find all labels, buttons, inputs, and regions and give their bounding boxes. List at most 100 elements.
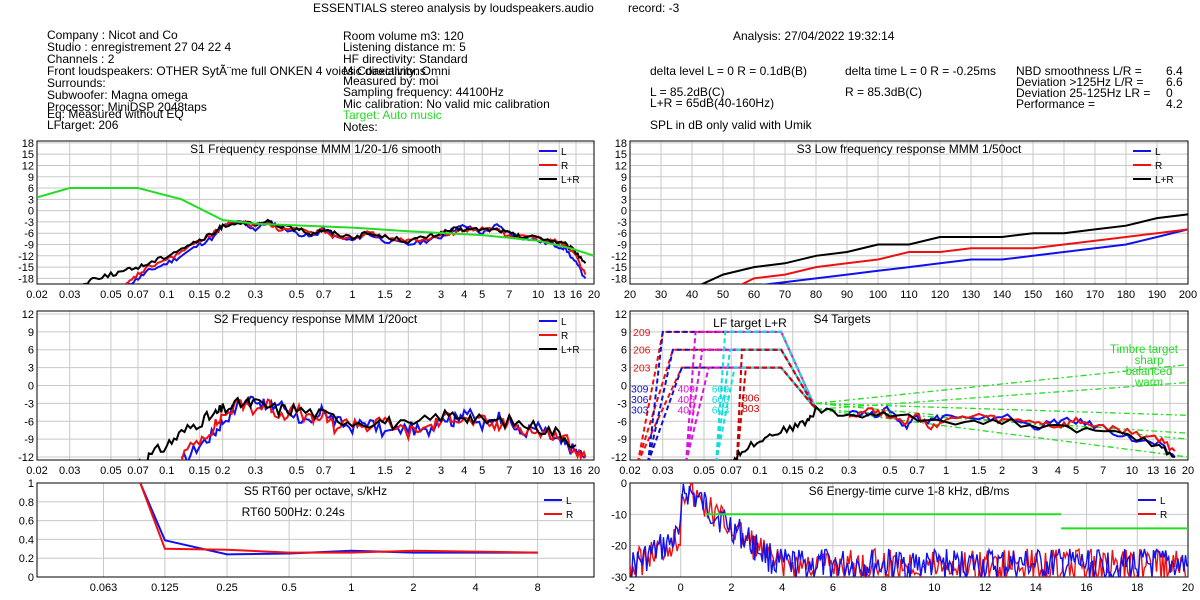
s1-legend-label: L (561, 147, 567, 158)
s2-plot-area (138, 395, 587, 460)
info-room-volume: Room volume m3: 120 (343, 29, 464, 43)
s2-x-tick-label: 0.5 (289, 465, 304, 477)
metric-dev25-value: 0 (1166, 86, 1173, 100)
s3-y-tick-label: 6 (621, 183, 627, 195)
info-lftarget: LFtarget: 206 (47, 118, 119, 132)
info-processor: Processor: MiniDSP 2048taps (47, 100, 207, 114)
info-subwoofer: Subwoofer: Magna omega (47, 88, 188, 102)
s2-legend-label: L (561, 317, 567, 328)
s5-annotation: RT60 500Hz: 0.24s (242, 505, 345, 519)
s6-y-tick-label: -10 (611, 509, 627, 521)
s3-x-tick-label: 130 (962, 289, 980, 301)
metric-dev125-value: 6.6 (1166, 75, 1183, 89)
s2-x-tick-label: 1 (349, 465, 355, 477)
s3-y-tick-label: -9 (617, 239, 627, 251)
s2-x-tick-label: 0.05 (100, 465, 121, 477)
s2-x-tick-label: 4 (461, 465, 467, 477)
s3-y-tick-label: -6 (617, 228, 627, 240)
s1-x-tick-label: 10 (532, 289, 544, 301)
s4-lf-label: 203 (633, 363, 651, 375)
s2-y-tick-label: -6 (24, 416, 34, 428)
s1-x-tick-label: 0.2 (215, 289, 230, 301)
s6-x-tick-label: 12 (979, 582, 991, 594)
s4-series-r (848, 407, 1176, 452)
s3-x-tick-label: 60 (748, 289, 760, 301)
info-company: Company : Nicot and Co (47, 28, 178, 42)
s2-x-tick-label: 7 (506, 465, 512, 477)
s4-lf-label: 603 (712, 404, 730, 416)
s1-y-tick-label: 0 (28, 206, 34, 218)
s1-y-tick-label: 6 (28, 183, 34, 195)
s4-timbre-label: warm (1134, 377, 1163, 389)
s2-y-tick-label: 3 (28, 363, 34, 375)
s3-x-tick-label: 100 (869, 289, 887, 301)
s4-lf-label: 309 (631, 383, 649, 395)
s4-x-tick-label: 0.07 (720, 465, 741, 477)
s4-chart: 0.02 0.03 0.05 0.07 0.1 0.15 0.2 0.3 0.5 0.7 1 1.5 2… (611, 309, 1194, 477)
s3-series-r (740, 228, 1188, 284)
s2-x-tick-label: 0.03 (59, 465, 80, 477)
s4-y-tick-label: -3 (617, 398, 627, 410)
s4-lf-label: 806 (742, 392, 760, 404)
s2-x-tick-label: 0.2 (215, 465, 230, 477)
s5-x-tick-label: 0.125 (151, 582, 179, 594)
s2-x-tick-label: 0.7 (316, 465, 331, 477)
s2-y-tick-label: -12 (18, 452, 34, 464)
s4-x-tick-label: 0.2 (808, 465, 823, 477)
s5-series-r (139, 483, 538, 554)
s4-x-tick-label: 0.3 (841, 465, 856, 477)
analysis-date: Analysis: 27/04/2022 19:32:14 (733, 29, 895, 43)
metric-dev25-label: Deviation 25-125Hz LR = (1016, 86, 1151, 100)
metric-performance-value: 4.2 (1166, 97, 1183, 111)
s4-title: S4 Targets (813, 312, 870, 326)
s1-x-tick-label: 16 (570, 289, 582, 301)
s1-legend-label: R (561, 161, 568, 172)
s4-x-tick-label: 0.02 (619, 465, 640, 477)
s5-frame (36, 482, 595, 578)
s4-y-tick-label: -9 (617, 434, 627, 446)
s2-y-tick-label: 6 (28, 345, 34, 357)
s2-y-tick-label: 12 (22, 309, 34, 321)
s2-series-lpr (138, 395, 577, 460)
s6-plot-area (630, 483, 1188, 577)
s4-lf-label: 206 (633, 345, 651, 357)
s2-y-tick-label: 9 (28, 327, 34, 339)
s2-series-l (180, 395, 586, 460)
delta-level: delta level L = 0 R = 0.1dB(B) (650, 64, 807, 78)
s4-x-tick-label: 0.05 (693, 465, 714, 477)
s4-y-tick-label: 9 (621, 327, 627, 339)
s4-timbre-label: Timbre target (1110, 344, 1179, 356)
s5-x-tick-label: 8 (535, 582, 541, 594)
s2-x-tick-label: 16 (570, 465, 582, 477)
s1-x-tick-label: 20 (588, 289, 600, 301)
s6-x-tick-label: 14 (1030, 582, 1042, 594)
spl-right: R = 85.3dB(C) (845, 85, 923, 99)
s1-series-r (125, 219, 587, 284)
s3-title: S3 Low frequency response MMM 1/50oct (797, 142, 1022, 156)
s6-y-tick-label: -20 (611, 541, 627, 553)
s5-legend-label: L (566, 496, 572, 507)
info-mic-directivity: Mic directivity: Omni (343, 64, 451, 78)
report-title: ESSENTIALS stereo analysis by loudspeake… (313, 1, 594, 15)
s2-x-tick-label: 0.3 (248, 465, 263, 477)
s3-y-tick-label: -18 (611, 273, 627, 285)
s3-x-tick-label: 190 (1148, 289, 1166, 301)
s4-timbre-line (815, 402, 1188, 416)
s6-x-tick-label: 4 (779, 582, 785, 594)
s3-frame (629, 140, 1189, 285)
s3-x-tick-label: 160 (1055, 289, 1073, 301)
s6-frame (629, 482, 1189, 578)
s2-frame (36, 310, 595, 461)
s1-x-tick-label: 0.5 (289, 289, 304, 301)
s2-x-tick-label: 10 (532, 465, 544, 477)
s2-x-tick-label: 20 (588, 465, 600, 477)
s5-y-tick-label: 0.6 (19, 516, 34, 528)
s4-y-tick-label: -12 (611, 452, 627, 464)
s5-y-tick-label: 1 (28, 478, 34, 490)
s4-timbre-line (815, 408, 1188, 458)
s3-y-tick-label: 15 (615, 149, 627, 161)
s4-lf-target-curve (685, 366, 817, 460)
s5-y-tick-label: 0.8 (19, 497, 34, 509)
s5-x-tick-label: 0.25 (216, 582, 237, 594)
s4-frame (629, 310, 1189, 461)
